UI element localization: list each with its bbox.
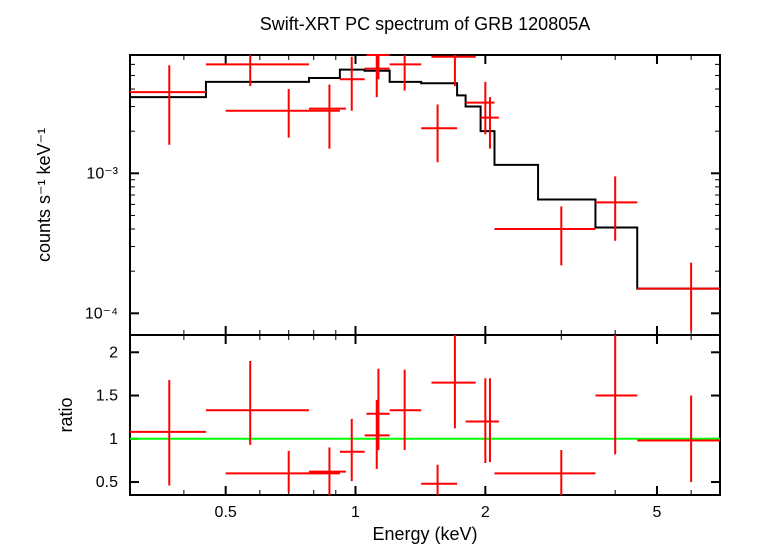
chart-title: Swift-XRT PC spectrum of GRB 120805A bbox=[260, 14, 590, 34]
xtick-label: 0.5 bbox=[215, 504, 237, 521]
chart-svg: Swift-XRT PC spectrum of GRB 120805A 0.5 1… bbox=[0, 0, 758, 556]
xtick-label: 1 bbox=[351, 504, 360, 521]
spectrum-figure: Swift-XRT PC spectrum of GRB 120805A 0.5 1… bbox=[0, 0, 758, 556]
ytick-label-bottom: 1.5 bbox=[96, 388, 118, 405]
ytick-label-bottom: 0.5 bbox=[96, 474, 118, 491]
ytick-label-bottom: 1 bbox=[109, 431, 118, 448]
model-step bbox=[130, 70, 720, 289]
ylabel-bottom: ratio bbox=[56, 397, 76, 432]
data-points-top bbox=[130, 55, 720, 331]
data-points-ratio bbox=[130, 335, 720, 495]
ytick-label-top: 10⁻³ bbox=[86, 165, 118, 182]
xlabel: Energy (keV) bbox=[372, 524, 477, 544]
xtick-label: 2 bbox=[481, 504, 490, 521]
ylabel-top: counts s⁻¹ keV⁻¹ bbox=[34, 128, 54, 262]
xtick-label: 5 bbox=[653, 504, 662, 521]
ytick-label-bottom: 2 bbox=[109, 344, 118, 361]
ytick-label-top: 10⁻⁴ bbox=[85, 305, 118, 322]
